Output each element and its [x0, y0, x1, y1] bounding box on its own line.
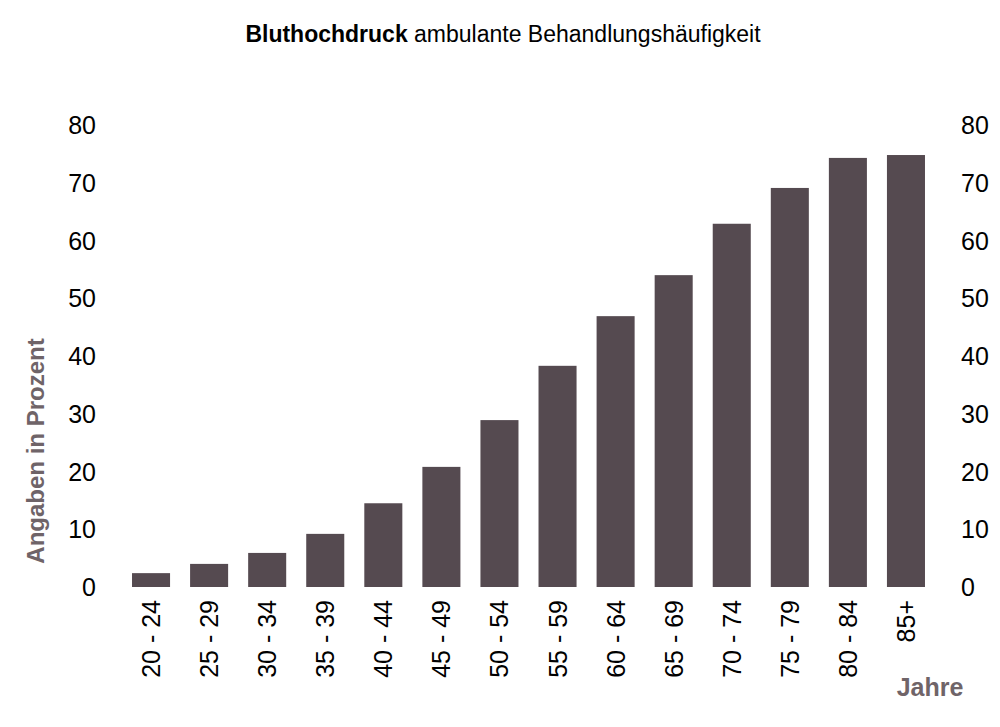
y-tick-label: 10: [68, 515, 96, 543]
bar: [364, 503, 402, 587]
x-tick-label: 30 - 34: [253, 600, 281, 678]
bar: [480, 420, 518, 587]
y-tick-label: 0: [82, 573, 96, 601]
bar: [539, 366, 577, 587]
y-tick-label: 60: [68, 227, 96, 255]
bar: [887, 155, 925, 587]
y-tick-label: 80: [68, 111, 96, 139]
y2-tick-label: 70: [961, 169, 989, 197]
x-tick-label: 35 - 39: [311, 600, 339, 678]
y2-tick-label: 60: [961, 227, 989, 255]
y2-tick-label: 10: [961, 515, 989, 543]
y-tick-label: 50: [68, 284, 96, 312]
y-tick-label: 70: [68, 169, 96, 197]
bar: [829, 158, 867, 587]
y2-tick-label: 80: [961, 111, 989, 139]
bar: [597, 316, 635, 587]
y2-tick-label: 30: [961, 400, 989, 428]
y2-tick-label: 50: [961, 284, 989, 312]
x-tick-label: 55 - 59: [544, 600, 572, 678]
x-tick-label: 60 - 64: [602, 600, 630, 678]
chart-container: Bluthochdruck ambulante Behandlungshäufi…: [0, 0, 1000, 727]
bar: [655, 275, 693, 587]
x-tick-label: 25 - 29: [195, 600, 223, 678]
bars: [132, 155, 925, 587]
x-tick-label: 85+: [892, 600, 920, 642]
bar: [422, 467, 460, 587]
chart: Bluthochdruck ambulante Behandlungshäufi…: [0, 0, 1000, 727]
x-tick-label: 70 - 74: [718, 600, 746, 678]
x-axis-label: Jahre: [897, 673, 964, 701]
title: Bluthochdruck ambulante Behandlungshäufi…: [245, 21, 761, 47]
x-tick-label: 50 - 54: [485, 600, 513, 678]
x-tick-label: 45 - 49: [427, 600, 455, 678]
x-tick-label: 20 - 24: [137, 600, 165, 678]
y2-tick-label: 20: [961, 458, 989, 486]
y-tick-label: 20: [68, 458, 96, 486]
x-tick-label: 40 - 44: [369, 600, 397, 678]
bar: [248, 553, 286, 587]
y2-tick-label: 40: [961, 342, 989, 370]
bar: [771, 188, 809, 587]
x-tick-label: 65 - 69: [660, 600, 688, 678]
y-tick-label: 40: [68, 342, 96, 370]
bar: [132, 573, 170, 587]
bar: [713, 224, 751, 587]
x-tick-label: 80 - 84: [834, 600, 862, 678]
x-tick-label: 75 - 79: [776, 600, 804, 678]
bar: [306, 534, 344, 587]
y-axis-label: Angaben in Prozent: [22, 338, 49, 563]
bar: [190, 564, 228, 587]
y-tick-label: 30: [68, 400, 96, 428]
y2-tick-label: 0: [961, 573, 975, 601]
